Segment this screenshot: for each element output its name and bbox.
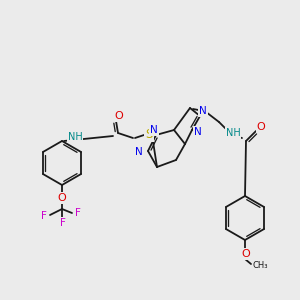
- Text: NH: NH: [68, 132, 82, 142]
- Text: O: O: [115, 111, 123, 121]
- Text: N: N: [199, 106, 207, 116]
- Text: O: O: [256, 122, 266, 132]
- Text: CH₃: CH₃: [252, 260, 268, 269]
- Text: N: N: [135, 147, 143, 157]
- Text: F: F: [60, 218, 66, 228]
- Text: F: F: [75, 208, 81, 218]
- Text: N: N: [150, 125, 158, 135]
- Text: S: S: [145, 128, 153, 142]
- Text: N: N: [194, 127, 202, 137]
- Text: NH: NH: [226, 128, 240, 138]
- Text: O: O: [58, 193, 66, 203]
- Text: O: O: [242, 249, 250, 259]
- Text: F: F: [41, 211, 47, 221]
